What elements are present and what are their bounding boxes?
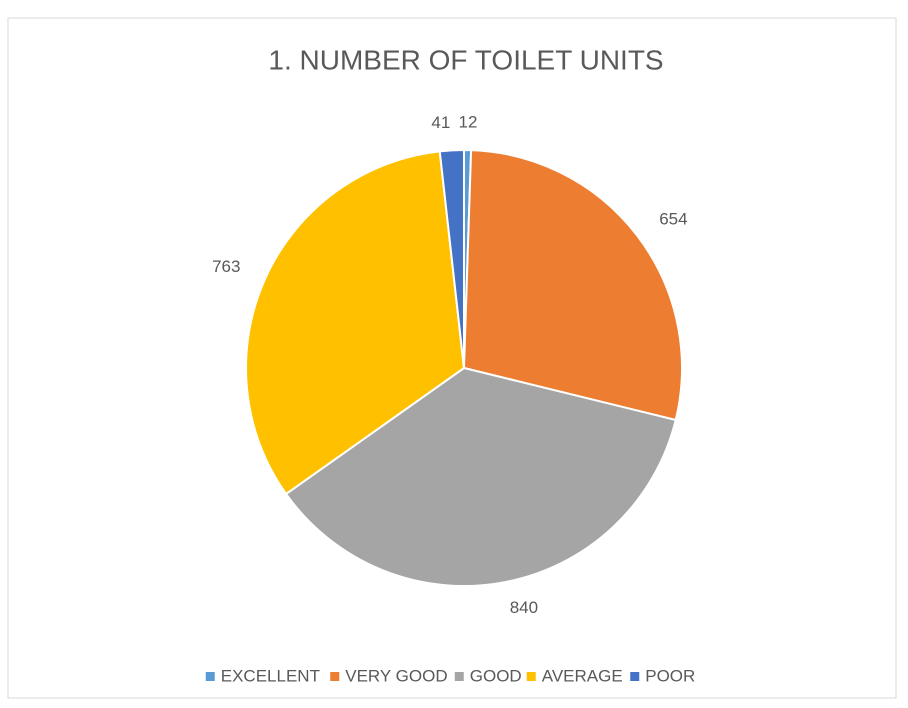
legend-label: POOR — [645, 666, 695, 685]
legend-label: AVERAGE — [542, 666, 623, 685]
legend-label: EXCELLENT — [221, 666, 320, 685]
legend-swatch — [205, 672, 215, 681]
pie-slice — [438, 148, 465, 369]
chart-title: 1. NUMBER OF TOILET UNITS — [268, 44, 663, 75]
pie-slice — [284, 366, 677, 587]
legend-label: GOOD — [470, 666, 522, 685]
data-label: 654 — [659, 209, 687, 228]
legend-label: VERY GOOD — [345, 666, 447, 685]
pie-slice — [462, 149, 683, 422]
data-label: 41 — [431, 113, 450, 132]
pie-slice — [245, 150, 466, 496]
data-label: 840 — [510, 598, 538, 617]
data-label: 763 — [212, 257, 240, 276]
legend-swatch — [526, 672, 536, 681]
data-label: 12 — [459, 113, 478, 132]
legend-swatch — [630, 672, 640, 681]
legend-swatch — [330, 672, 340, 681]
legend-swatch — [454, 672, 464, 681]
